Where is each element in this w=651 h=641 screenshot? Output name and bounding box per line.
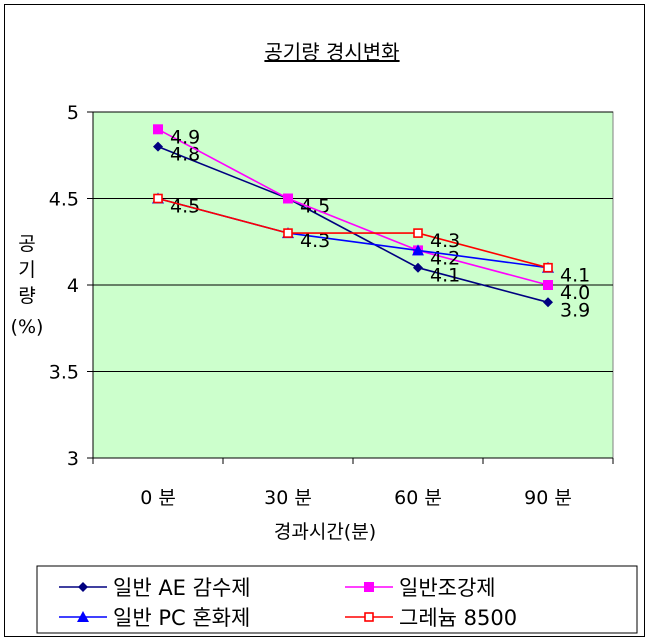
legend-marker [364,612,374,622]
data-label: 4.1 [430,265,460,287]
legend-marker [364,582,374,592]
data-label: 3.9 [560,299,590,321]
legend-label: 일반조강제 [399,576,496,600]
data-label: 4.3 [300,230,330,252]
chart-title: 공기량 경시변화 [264,40,399,64]
chart-svg: 공기량 경시변화 33.544.550 분 30 분 60 분 90 분4.84.54… [11,40,638,634]
legend-marker [77,611,89,622]
y-axis-label: (%) [11,316,44,338]
data-point [153,124,163,135]
y-tick-label: 5 [67,102,79,124]
data-label: 4.0 [560,282,590,304]
x-axis-label: 경과시간(분) [274,521,376,543]
data-point [412,244,424,256]
data-point [153,141,163,152]
data-point [543,297,553,308]
y-tick-label: 4.5 [49,189,79,211]
legend-label: 일반 AE 감수제 [113,576,251,600]
x-tick-label: 30 분 [264,487,312,509]
x-tick-label: 0 분 [140,487,176,509]
y-tick-label: 4 [67,275,79,297]
data-label: 4.8 [170,144,200,166]
data-point [283,228,293,238]
data-label: 4.9 [170,126,200,148]
data-point [413,262,423,273]
y-tick-label: 3 [67,448,79,470]
y-tick-label: 3.5 [49,362,79,384]
y-axis-label: 량 [18,285,35,307]
y-axis-label: 공 [18,233,35,255]
data-label: 4.3 [430,230,460,252]
y-axis-label: 기 [18,259,35,281]
data-point [153,193,163,204]
data-point [543,262,553,273]
series-line [157,128,549,286]
data-point [413,228,423,238]
legend-marker [78,582,88,592]
chart-frame: 공기량 경시변화 3 3.5 4 4.5 5 0 분 30 분 60 분 90 분 4.8 4.5 4… [4,4,645,637]
data-point [283,193,293,204]
data-label: 4.1 [560,265,590,287]
legend-box [36,565,638,634]
series-line [157,197,549,269]
legend-label: 그레늄 8500 [399,606,517,630]
x-tick-label: 90 분 [524,487,572,509]
legend-label: 일반 PC 혼화제 [113,606,250,630]
data-point [543,280,553,290]
x-tick-label: 60 분 [394,487,442,509]
